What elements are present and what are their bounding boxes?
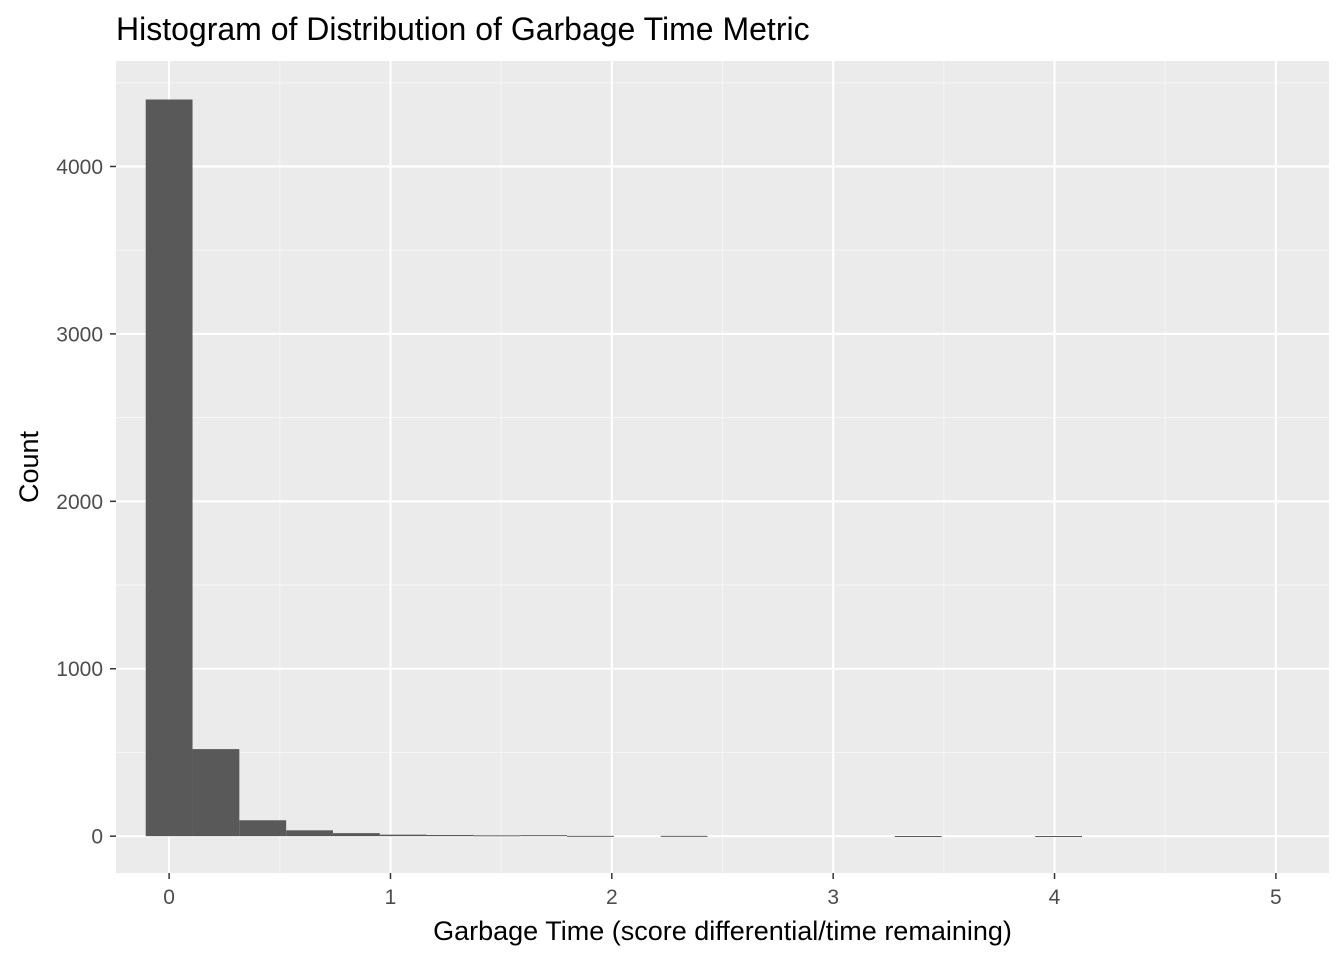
histogram-bars — [145, 99, 1083, 837]
histogram-bar — [567, 835, 614, 837]
histogram-bar — [192, 749, 240, 837]
y-axis: 0 1000 2000 3000 4000 — [56, 156, 116, 849]
histogram-bar — [379, 834, 427, 837]
x-tick-label: 0 — [163, 886, 175, 909]
histogram-bar — [145, 99, 193, 837]
histogram-bar — [239, 820, 287, 837]
histogram-bar — [660, 835, 708, 837]
y-tick-label: 3000 — [56, 323, 103, 346]
y-axis-title: Count — [14, 430, 44, 503]
x-axis: 0 1 2 3 4 5 — [163, 873, 1282, 909]
y-tick-label: 0 — [91, 826, 103, 849]
histogram-bar — [1035, 835, 1083, 837]
x-tick-label: 4 — [1049, 886, 1061, 909]
y-tick-label: 4000 — [56, 156, 103, 179]
x-axis-title: Garbage Time (score differential/time re… — [433, 916, 1012, 946]
histogram-bar — [426, 834, 474, 837]
x-tick-label: 5 — [1270, 886, 1282, 909]
histogram-bar — [286, 830, 333, 837]
x-tick-label: 1 — [385, 886, 397, 909]
histogram-bar — [894, 835, 942, 837]
y-tick-label: 2000 — [56, 491, 103, 514]
histogram-bar — [473, 835, 521, 837]
histogram-bar — [332, 833, 380, 837]
x-tick-label: 2 — [606, 886, 618, 909]
x-tick-label: 3 — [827, 886, 839, 909]
histogram-bar — [520, 835, 568, 837]
chart-title: Histogram of Distribution of Garbage Tim… — [116, 11, 810, 47]
y-tick-label: 1000 — [56, 658, 103, 681]
minor-gridlines — [116, 61, 1329, 873]
